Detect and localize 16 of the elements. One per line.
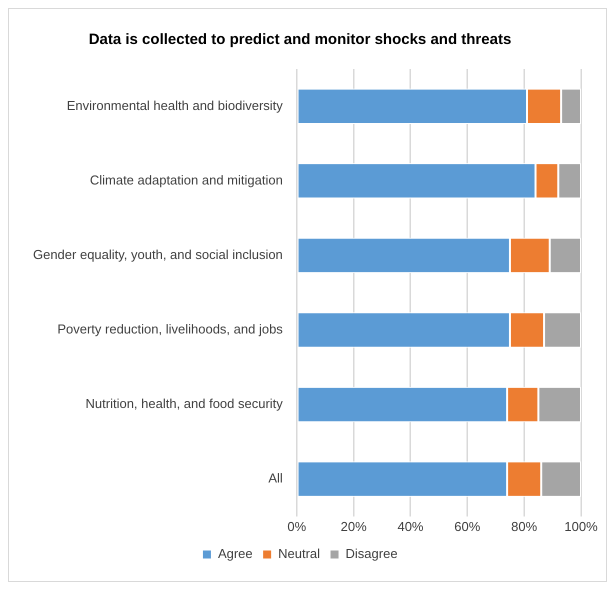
y-tick-label: Poverty reduction, livelihoods, and jobs [57,322,284,337]
legend-label: Disagree [346,546,398,562]
x-tick-label: 80% [511,518,538,534]
y-tick-label: Environmental health and biodiversity [66,98,284,113]
x-tick-label: 60% [454,518,481,534]
y-tick-label: All [268,470,283,486]
x-tick-label: 40% [397,518,424,534]
y-tick-label: Climate adaptation and mitigation [90,172,283,188]
x-tick-label: 100% [564,518,598,534]
x-tick-label: 20% [340,518,368,534]
x-tick-label: 0% [287,518,307,534]
y-tick-label: Nutrition, health, and food security [86,396,284,412]
legend-label: Neutral [278,546,320,562]
chart-title: Data is collected to predict and monitor shocks and threats [88,31,512,48]
y-tick-label: Gender equality, youth, and social inclusion [32,246,283,262]
legend-label: Agree [218,546,253,562]
